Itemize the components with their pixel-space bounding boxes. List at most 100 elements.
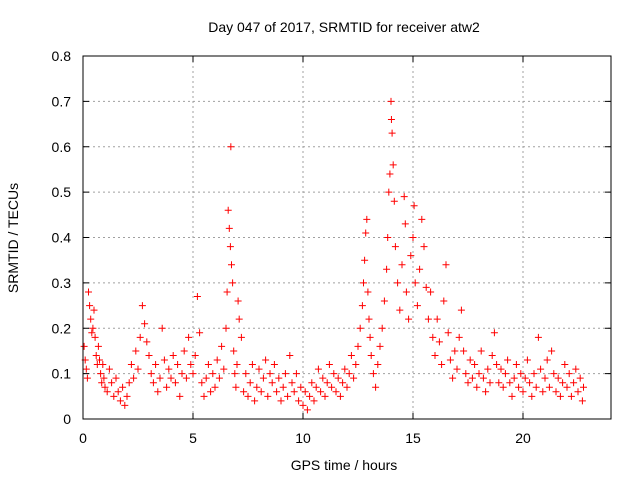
data-point <box>301 388 309 396</box>
data-point <box>87 315 95 323</box>
data-point <box>165 365 173 373</box>
data-point <box>350 374 358 382</box>
data-point <box>435 338 443 346</box>
data-point <box>407 252 415 260</box>
data-point <box>97 370 105 378</box>
data-point <box>89 324 97 332</box>
data-point <box>532 383 540 391</box>
data-point <box>266 370 274 378</box>
data-point <box>479 374 487 382</box>
data-point <box>466 356 474 364</box>
y-tick-label: 0.8 <box>52 48 72 64</box>
data-point <box>220 365 228 373</box>
data-point <box>369 370 377 378</box>
data-point <box>310 397 318 405</box>
data-point <box>451 347 459 355</box>
data-point <box>488 351 496 359</box>
data-point <box>191 351 199 359</box>
x-axis-title: GPS time / hours <box>291 457 398 473</box>
data-point <box>176 392 184 400</box>
data-point <box>234 297 242 305</box>
data-point <box>442 261 450 269</box>
data-point <box>345 370 353 378</box>
data-point <box>380 297 388 305</box>
data-point <box>455 333 463 341</box>
data-point <box>132 347 140 355</box>
data-point <box>361 256 369 264</box>
data-point <box>227 143 235 151</box>
data-point <box>198 379 206 387</box>
data-point <box>352 361 360 369</box>
data-point <box>473 383 481 391</box>
data-point <box>100 374 108 382</box>
y-tick-label: 0 <box>63 411 71 427</box>
data-point <box>110 392 118 400</box>
data-point <box>86 302 94 310</box>
data-point <box>364 288 372 296</box>
data-point <box>512 361 520 369</box>
data-point <box>559 379 567 387</box>
data-point <box>493 361 501 369</box>
data-point <box>182 374 190 382</box>
data-point <box>244 392 252 400</box>
data-point <box>105 365 113 373</box>
data-point <box>160 356 168 364</box>
data-point <box>306 392 314 400</box>
data-point <box>424 315 432 323</box>
data-point <box>376 342 384 350</box>
data-point <box>563 383 571 391</box>
data-point <box>431 351 439 359</box>
data-point <box>548 347 556 355</box>
data-point <box>495 379 503 387</box>
data-point <box>180 347 188 355</box>
y-tick-label: 0.6 <box>52 139 72 155</box>
data-point <box>550 370 558 378</box>
data-point <box>163 383 171 391</box>
data-point <box>385 188 393 196</box>
data-point <box>270 361 278 369</box>
data-point <box>92 351 100 359</box>
data-point <box>246 379 254 387</box>
data-point <box>325 361 333 369</box>
data-point <box>167 374 175 382</box>
data-point <box>339 379 347 387</box>
data-point <box>297 383 305 391</box>
data-point <box>576 374 584 382</box>
data-point <box>543 356 551 364</box>
data-point <box>556 392 564 400</box>
y-tick-label: 0.7 <box>52 93 72 109</box>
data-point <box>528 392 536 400</box>
data-point <box>444 329 452 337</box>
data-point <box>312 383 320 391</box>
x-tick-label: 10 <box>295 430 311 446</box>
data-point <box>152 361 160 369</box>
data-point <box>354 342 362 350</box>
data-point <box>358 302 366 310</box>
data-point <box>468 374 476 382</box>
data-point <box>420 243 428 251</box>
data-point <box>91 333 99 341</box>
data-point <box>471 361 479 369</box>
data-point <box>398 261 406 269</box>
data-point <box>499 383 507 391</box>
data-point <box>389 161 397 169</box>
data-point <box>367 351 375 359</box>
data-point <box>433 315 441 323</box>
data-point <box>299 401 307 409</box>
data-point <box>242 370 250 378</box>
data-point <box>427 288 435 296</box>
data-point <box>211 383 219 391</box>
axis-ticks <box>82 55 611 420</box>
data-point <box>567 392 575 400</box>
data-point <box>108 379 116 387</box>
data-point <box>156 374 164 382</box>
data-point <box>204 361 212 369</box>
data-point <box>314 365 322 373</box>
data-point <box>413 302 421 310</box>
data-point <box>366 333 374 341</box>
y-axis-title: SRMTID / TECUs <box>5 183 21 293</box>
data-point <box>578 397 586 405</box>
data-point <box>178 370 186 378</box>
data-point <box>237 333 245 341</box>
data-point <box>253 383 261 391</box>
